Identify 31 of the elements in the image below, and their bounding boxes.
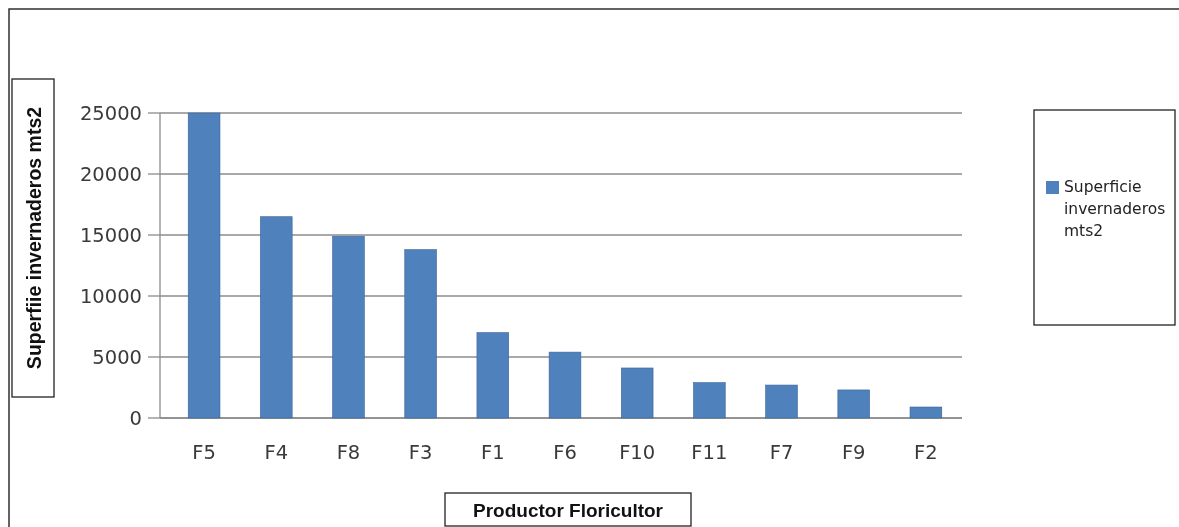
y-axis-title: Superfiie invernaderos mts2 bbox=[22, 106, 45, 370]
y-tick-label: 5000 bbox=[92, 345, 142, 369]
x-tick-label: F8 bbox=[336, 440, 361, 464]
y-tick-label: 15000 bbox=[79, 223, 142, 247]
bar bbox=[765, 384, 798, 419]
x-axis-title: Productor Floricultor bbox=[473, 499, 664, 521]
x-tick-label: F10 bbox=[619, 440, 656, 464]
bar bbox=[837, 389, 870, 419]
legend-label: Superficie invernaderos mts2 bbox=[1064, 178, 1166, 241]
x-tick-label: F1 bbox=[481, 440, 505, 464]
bar bbox=[404, 249, 437, 419]
bar bbox=[621, 367, 654, 419]
y-tick-label: 20000 bbox=[79, 162, 142, 186]
bar bbox=[260, 216, 293, 419]
x-tick-label: F7 bbox=[769, 440, 794, 464]
bar bbox=[909, 406, 943, 419]
y-tick-label: 0 bbox=[129, 406, 142, 430]
y-tick-label: 25000 bbox=[79, 101, 142, 125]
x-tick-label: F3 bbox=[408, 440, 433, 464]
bar bbox=[187, 112, 221, 419]
x-tick-label: F2 bbox=[914, 440, 938, 464]
bar bbox=[476, 332, 509, 419]
x-tick-label: F9 bbox=[841, 440, 866, 464]
x-tick-label: F11 bbox=[691, 440, 728, 464]
bar bbox=[548, 351, 582, 419]
x-tick-label: F5 bbox=[192, 440, 216, 464]
bar bbox=[693, 382, 726, 419]
bar bbox=[332, 235, 365, 419]
x-tick-label: F4 bbox=[264, 440, 289, 464]
x-tick-label: F6 bbox=[553, 440, 577, 464]
y-tick-label: 10000 bbox=[79, 284, 142, 308]
